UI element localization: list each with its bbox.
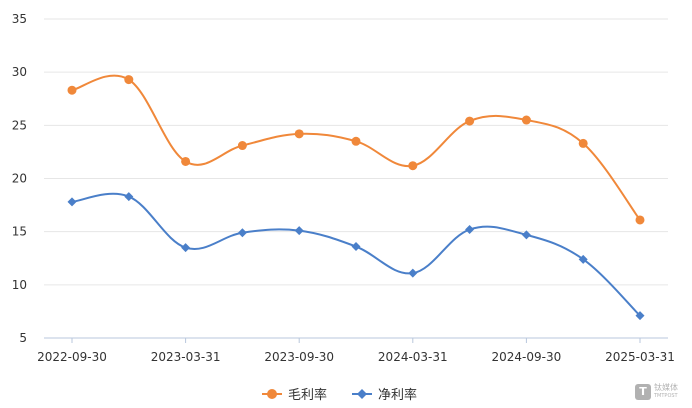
data-point: [521, 230, 531, 240]
y-tick-label: 25: [12, 118, 27, 132]
data-point: [465, 225, 475, 235]
data-point: [635, 311, 645, 321]
data-point: [294, 226, 304, 236]
data-point: [124, 192, 134, 202]
x-tick-label: 2024-09-30: [492, 350, 562, 364]
x-tick-label: 2023-03-31: [151, 350, 221, 364]
data-point: [578, 138, 588, 148]
x-tick-label: 2025-03-31: [605, 350, 675, 364]
watermark-text: 钛媒体 TMTPOST: [654, 384, 678, 400]
legend: 毛利率 净利率: [262, 387, 417, 403]
grid-layer: [44, 18, 668, 286]
watermark-mark: T: [635, 384, 651, 400]
x-tick-label: 2024-03-31: [378, 350, 448, 364]
y-tick-label: 30: [12, 65, 27, 79]
data-point: [67, 197, 77, 207]
data-point: [237, 228, 247, 238]
data-point: [578, 254, 588, 264]
data-point: [351, 136, 361, 146]
data-point: [351, 242, 361, 252]
axis-layer: 5 10 15 20 25 30 35 2022-09-30 2023-03-31 2023-09…: [12, 12, 675, 364]
data-point: [124, 75, 134, 85]
watermark-cn: 钛媒体: [654, 383, 678, 392]
series-layer: [67, 74, 645, 321]
y-tick-label: 10: [12, 278, 27, 292]
y-tick-label: 5: [19, 331, 27, 345]
data-point: [67, 85, 77, 95]
data-point: [181, 243, 191, 253]
legend-label: 净利率: [378, 387, 417, 403]
data-point: [408, 161, 418, 171]
legend-swatch-marker: [357, 389, 367, 399]
legend-item-1[interactable]: 毛利率: [262, 387, 327, 403]
data-point: [635, 215, 645, 225]
y-tick-label: 20: [12, 172, 27, 186]
series-line-2: [71, 192, 641, 317]
data-point: [408, 268, 418, 278]
legend-label: 毛利率: [288, 387, 327, 403]
watermark-en: TMTPOST: [654, 393, 678, 399]
y-tick-label: 35: [12, 12, 27, 26]
data-point: [181, 156, 191, 166]
legend-item-2[interactable]: 净利率: [352, 387, 417, 403]
legend-swatch-marker: [267, 389, 277, 399]
x-tick-label: 2022-09-30: [37, 350, 107, 364]
data-point: [294, 129, 304, 139]
y-tick-label: 15: [12, 225, 27, 239]
series-line-1: [71, 74, 641, 221]
data-point: [521, 115, 531, 125]
data-point: [465, 116, 475, 126]
data-point: [237, 141, 247, 151]
watermark-logo: T 钛媒体 TMTPOST: [635, 384, 678, 400]
x-tick-label: 2023-09-30: [264, 350, 334, 364]
